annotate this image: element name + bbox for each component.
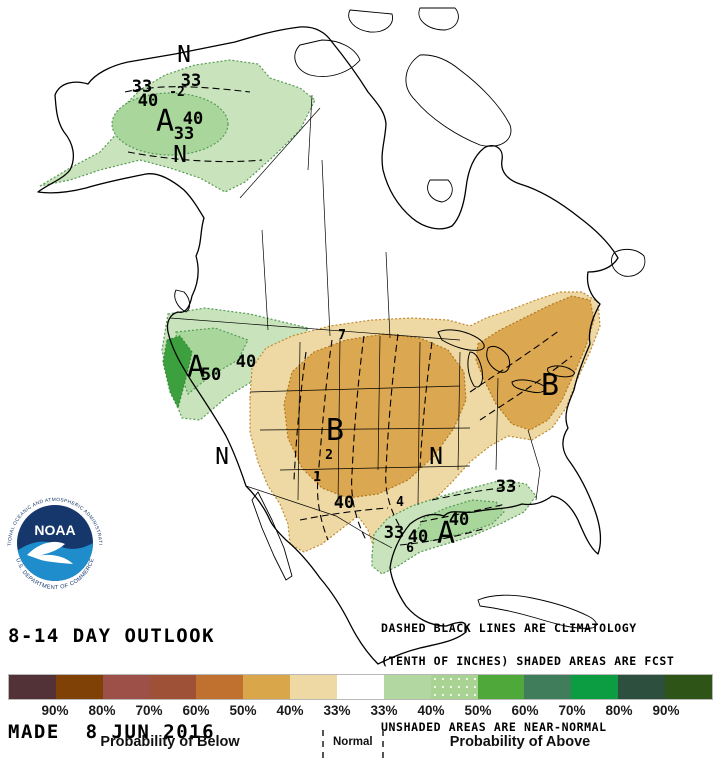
annotation-line-2: (TENTH OF INCHES) SHADED AREAS ARE FCST [381, 654, 675, 668]
legend-tick-label: 50% [229, 703, 257, 718]
legend-tick-label: 33% [370, 703, 398, 718]
map-label-contour: 40 [449, 510, 469, 530]
coastline-north-america [37, 7, 646, 665]
map-label-letter: B [541, 368, 559, 403]
map-label-letter-n: N [215, 444, 229, 470]
legend-tick-label: 40% [417, 703, 445, 718]
caption-probability-of-above: Probability of Above [449, 734, 591, 750]
legend-tick-label: 33% [323, 703, 351, 718]
shaded-region-alaska-above [39, 59, 316, 193]
legend-swatch-14 [665, 675, 712, 699]
legend-swatch-7 [337, 675, 384, 699]
map-label-contour: 40 [138, 91, 158, 111]
legend-swatch-2 [102, 675, 150, 699]
map-label-contour: 33 [132, 77, 152, 97]
legend-swatch-11 [524, 675, 572, 699]
legend-tick-label: 60% [182, 703, 210, 718]
map-label-climo: 1 [313, 470, 321, 485]
legend-swatch-12 [571, 675, 619, 699]
map-label-contour: 33 [174, 124, 194, 144]
legend-swatch-0 [9, 675, 56, 699]
legend-swatch-4 [196, 675, 244, 699]
seagull-icon [27, 541, 73, 564]
legend-tick-label: 90% [41, 703, 69, 718]
map-label-letter-n: N [173, 142, 187, 168]
title-line-made: MADE 8 JUN 2016 [8, 721, 216, 743]
legend-swatch-3 [149, 675, 197, 699]
caption-probability-of-below: Probability of Below [100, 734, 240, 750]
map-label-climo: 6 [406, 541, 414, 556]
legend-swatch-10 [477, 675, 525, 699]
noaa-logo: NOAA NATIONAL OCEANIC AND ATMOSPHERIC AD… [3, 491, 106, 594]
map-label-letter: B [326, 413, 344, 448]
annotation-line-4: UNSHADED AREAS ARE NEAR-NORMAL [381, 720, 607, 734]
legend-swatch-8 [383, 675, 431, 699]
legend-tick-label: 90% [652, 703, 680, 718]
legend-swatch-13 [618, 675, 666, 699]
legend-tick-label: 80% [88, 703, 116, 718]
map-label-climo: 4 [396, 495, 404, 510]
map-label-contour: 40 [334, 493, 354, 513]
map-label-contour: 40 [236, 352, 256, 372]
map-label-letter: A [187, 350, 205, 385]
title-line-outlook: 8-14 DAY OUTLOOK [8, 625, 216, 647]
legend-tick-label: 70% [135, 703, 163, 718]
map-label-letter-n: N [177, 42, 191, 68]
map-label-contour: 33 [181, 71, 201, 91]
legend-color-bar [8, 674, 713, 700]
caption-normal: Normal [322, 730, 384, 758]
legend-tick-label: 70% [558, 703, 586, 718]
legend-percent-labels: 90% 80% 70% 60% 50% 40% 33% 33% 40% 50% 60% 70% 80% 9… [0, 703, 719, 721]
great-lakes [437, 329, 575, 393]
legend-tick-label: 60% [511, 703, 539, 718]
legend-swatch-6 [290, 675, 338, 699]
noaa-acronym: NOAA [34, 522, 75, 538]
legend-tick-label: 50% [464, 703, 492, 718]
map-label-letter-n: N [429, 444, 443, 470]
map-label-contour: 40 [183, 109, 203, 129]
legend-swatch-5 [243, 675, 291, 699]
map-label-contour: 50 [201, 365, 221, 385]
map-label-climo: 7 [338, 328, 346, 343]
map-label-contour: 33 [496, 477, 516, 497]
map-label-letter: A [156, 104, 174, 139]
political-borders [169, 94, 541, 549]
map-label-letter: A [437, 516, 455, 551]
legend-swatch-9 [430, 675, 478, 699]
map-label-contour: 33 [384, 523, 404, 543]
map-label-climo: -2 [169, 85, 185, 100]
map-label-contour: 40 [408, 527, 428, 547]
legend-tick-label: 80% [605, 703, 633, 718]
map-label-climo: 2 [325, 448, 333, 463]
annotation-line-1: DASHED BLACK LINES ARE CLIMATOLOGY [381, 621, 637, 635]
legend-captions: Probability of Below Normal Probability … [0, 730, 719, 758]
legend-tick-label: 40% [276, 703, 304, 718]
legend-swatch-1 [55, 675, 103, 699]
